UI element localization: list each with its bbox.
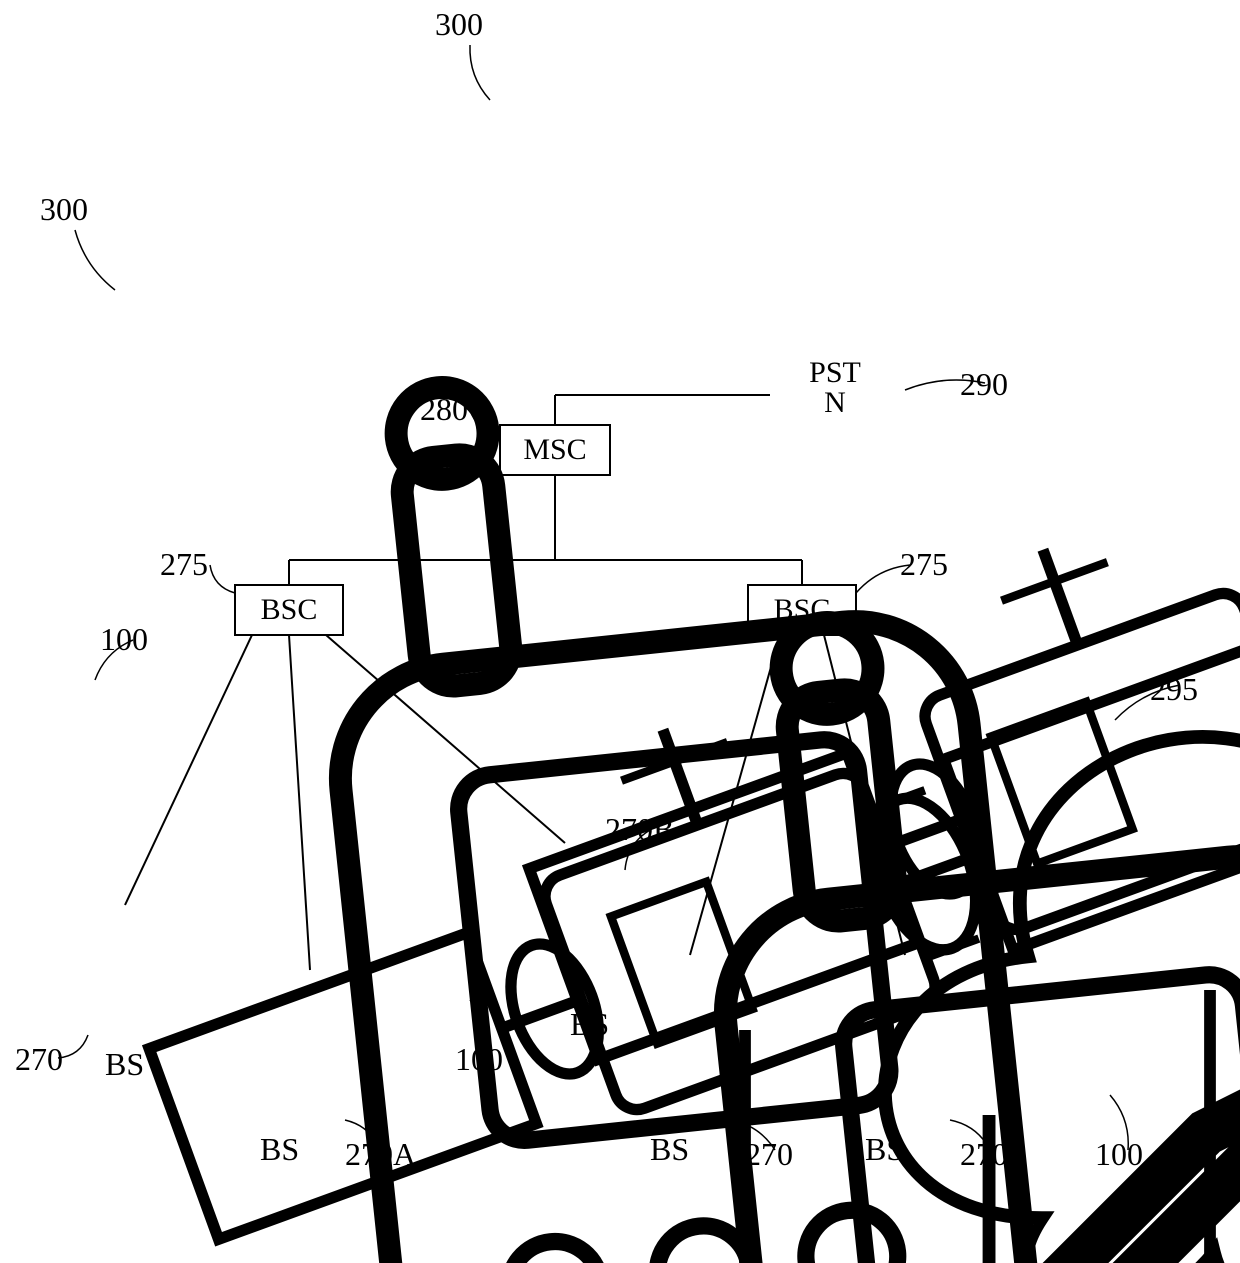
pstn-label-1: PST (809, 356, 861, 389)
phone-0-ref: 100 (100, 621, 148, 657)
bsc_l-ref: 275 (160, 546, 208, 582)
satellite-0-ref: 300 (40, 191, 88, 227)
pstn-label-2: N (824, 386, 846, 419)
conn-bsc_l_to_bs2 (289, 635, 310, 970)
bsc_l-label: BSC (261, 593, 318, 626)
conn-bsc_l_to_bs1 (125, 635, 252, 905)
satellite-1-ref: 300 (435, 6, 483, 42)
phone-1-ref: 100 (455, 1041, 503, 1077)
tower-1-label: BS (260, 1131, 299, 1167)
msc-label: MSC (523, 433, 586, 466)
pstn-ref: 290 (960, 366, 1008, 402)
tower-2-ref: 270B (605, 811, 674, 847)
tower-0-label: BS (105, 1046, 144, 1082)
tower-0-ref: 270 (15, 1041, 63, 1077)
phone-2-ref: 100 (1095, 1136, 1143, 1172)
bsc_r-ref: 275 (900, 546, 948, 582)
tower-4-label: BS (865, 1131, 904, 1167)
tower-4-ref: 270 (960, 1136, 1008, 1172)
tower-2-label: BS (570, 1006, 609, 1042)
tower-3-label: BS (650, 1131, 689, 1167)
tower-5-ref: 295 (1150, 671, 1198, 707)
